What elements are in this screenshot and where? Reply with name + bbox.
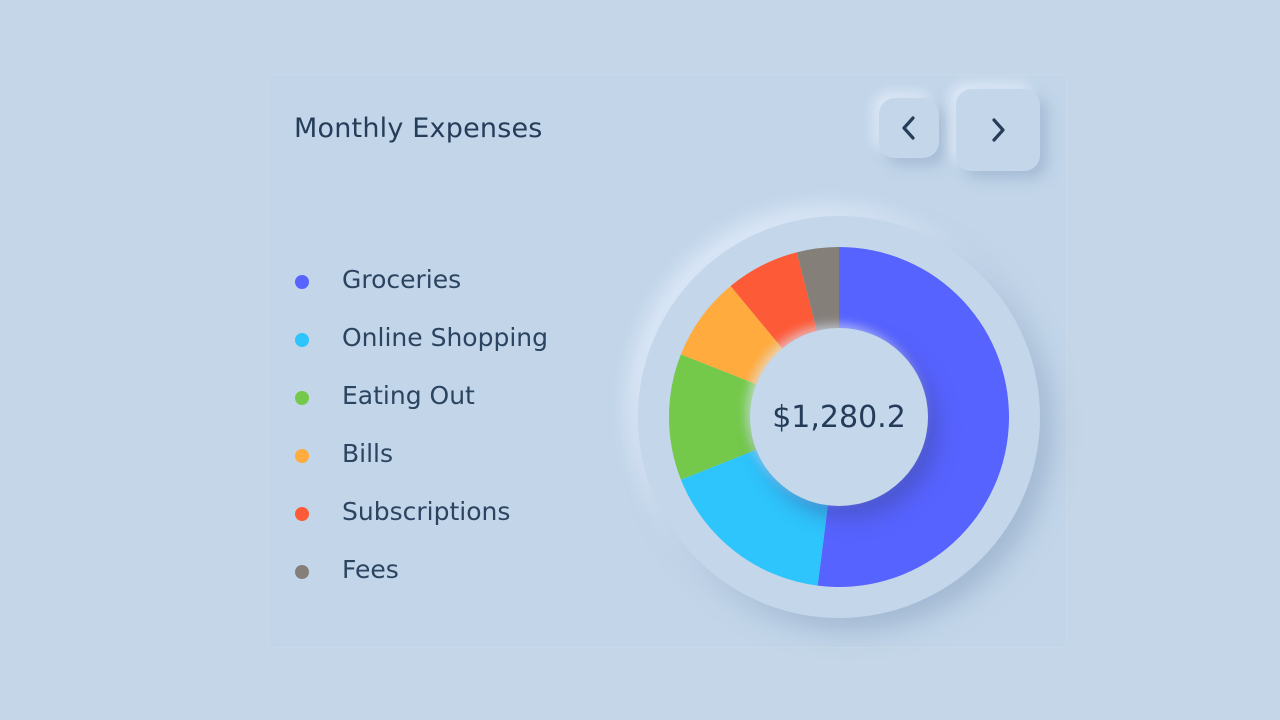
chevron-right-icon bbox=[992, 118, 1005, 142]
legend-dot bbox=[295, 565, 309, 579]
legend-label: Fees bbox=[342, 555, 399, 584]
total-amount: $1,280.2 bbox=[772, 399, 906, 435]
next-button[interactable] bbox=[956, 89, 1040, 171]
legend-label: Groceries bbox=[342, 265, 462, 294]
donut-slice-bills bbox=[680, 286, 785, 386]
legend-dot bbox=[295, 391, 309, 405]
card-title: Monthly Expenses bbox=[294, 113, 543, 144]
legend-dot bbox=[295, 275, 309, 289]
donut-slice-online-shopping bbox=[680, 448, 829, 586]
legend-label: Online Shopping bbox=[342, 323, 548, 352]
previous-button[interactable] bbox=[879, 98, 939, 158]
legend-dot bbox=[295, 333, 309, 347]
legend-label: Eating Out bbox=[342, 381, 475, 410]
legend-label: Subscriptions bbox=[342, 497, 511, 526]
legend-dot bbox=[295, 449, 309, 463]
donut-slice-subscriptions bbox=[730, 252, 818, 351]
donut-slice-fees bbox=[796, 247, 839, 334]
total-disc: $1,280.2 bbox=[750, 328, 928, 506]
expenses-card: Monthly Expenses Groceries Online Shoppin… bbox=[268, 75, 1066, 647]
legend-dot bbox=[295, 507, 309, 521]
legend-label: Bills bbox=[342, 439, 394, 468]
donut-slice-eating-out bbox=[669, 354, 760, 480]
chevron-left-icon bbox=[902, 116, 915, 140]
